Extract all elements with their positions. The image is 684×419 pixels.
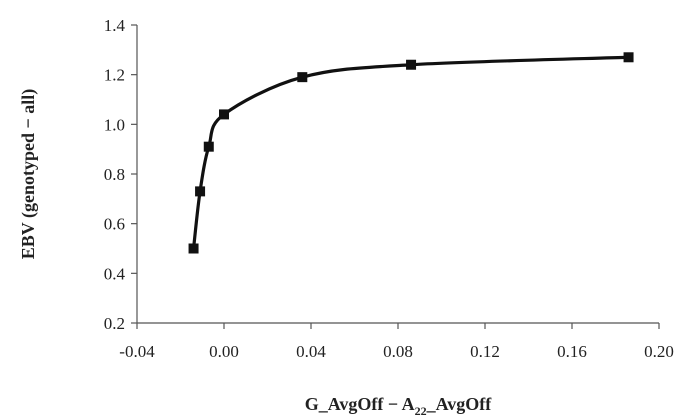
x-tick-label: 0.04 — [296, 342, 326, 361]
data-point-marker — [297, 72, 308, 83]
x-tick-label: 0.16 — [557, 342, 587, 361]
x-axis-title-main: G_AvgOff − A — [305, 394, 415, 414]
x-tick-label: 0.20 — [644, 342, 674, 361]
y-tick-label: 0.6 — [104, 215, 125, 234]
y-axis-title: EBV (genotyped − all) — [18, 89, 39, 259]
y-ticks: 0.2 0.4 0.6 0.8 1.0 1.2 1.4 — [104, 16, 137, 333]
x-axis-title: G_AvgOff − A22_AvgOff — [305, 394, 493, 418]
data-point-marker — [623, 52, 634, 63]
x-tick-label: -0.04 — [119, 342, 155, 361]
x-axis-title-subscript: 22 — [415, 404, 427, 418]
y-tick-label: 0.4 — [104, 264, 126, 283]
y-tick-label: 1.4 — [104, 16, 126, 35]
data-point-marker — [219, 109, 229, 120]
y-tick-label: 1.2 — [104, 66, 125, 85]
data-point-marker — [188, 243, 199, 254]
y-tick-label: 0.2 — [104, 314, 125, 333]
x-ticks: -0.04 0.00 0.04 0.08 0.12 0.16 0.20 — [119, 323, 674, 361]
data-point-marker — [203, 141, 214, 152]
data-point-marker — [406, 59, 417, 70]
x-tick-label: 0.00 — [209, 342, 239, 361]
data-point-marker — [195, 186, 206, 197]
x-tick-label: 0.12 — [470, 342, 500, 361]
series-markers — [188, 52, 634, 254]
x-axis-title-suffix: _AvgOff — [426, 394, 493, 414]
y-tick-label: 1.0 — [104, 115, 125, 134]
x-tick-label: 0.08 — [383, 342, 413, 361]
axes — [136, 25, 659, 324]
y-tick-label: 0.8 — [104, 165, 125, 184]
series-line — [191, 55, 631, 251]
